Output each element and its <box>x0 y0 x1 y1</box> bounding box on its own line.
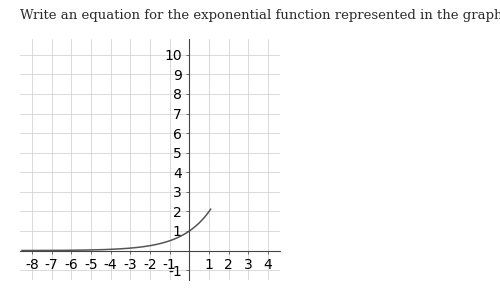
Text: Write an equation for the exponential function represented in the graph below.: Write an equation for the exponential fu… <box>20 9 500 22</box>
